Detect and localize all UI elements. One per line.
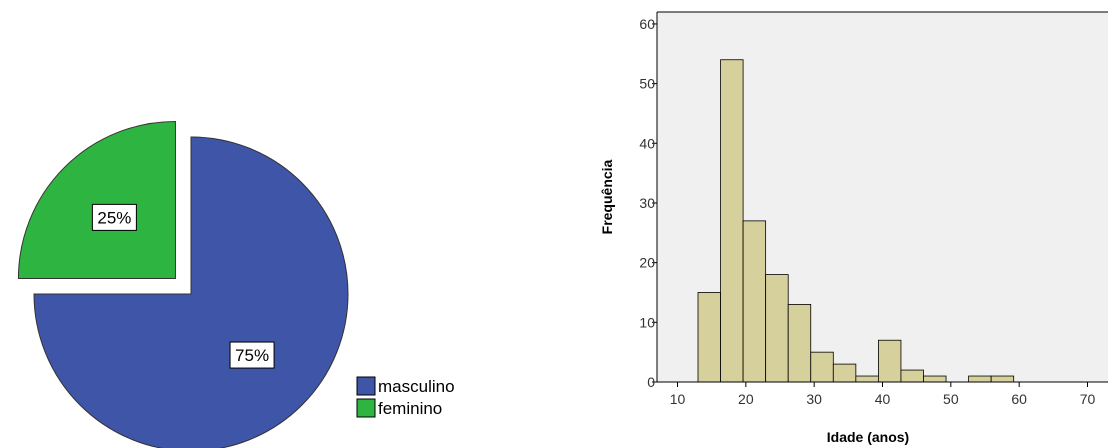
legend-swatch-masculino xyxy=(356,376,376,396)
histogram-bar xyxy=(765,274,789,383)
x-tick-label: 70 xyxy=(1080,391,1096,407)
pie-label-text: 25% xyxy=(97,208,131,227)
gender-pie-chart: 75% 25% masculino feminino xyxy=(17,120,455,448)
y-tick-label: 0 xyxy=(647,374,655,390)
histogram-bar xyxy=(900,369,924,383)
histogram-bars xyxy=(697,59,1015,383)
y-axis-title: Frequência xyxy=(599,159,615,234)
histogram-bar xyxy=(923,375,947,383)
x-tick-label: 30 xyxy=(806,391,822,407)
pie-slice-masculino xyxy=(33,136,349,448)
legend-swatch-feminino xyxy=(356,398,376,418)
histogram-bar xyxy=(810,351,834,383)
y-tick-label: 30 xyxy=(639,195,655,211)
histogram-bar xyxy=(878,339,902,383)
x-tick-label: 40 xyxy=(875,391,891,407)
histogram-bar xyxy=(787,304,812,383)
histogram-bar xyxy=(968,375,992,383)
histogram-bar xyxy=(720,59,744,383)
legend-label-masculino: masculino xyxy=(378,377,455,396)
histogram-bar xyxy=(832,363,857,383)
pie-label-box xyxy=(91,203,137,231)
x-tick-label: 20 xyxy=(738,391,754,407)
pie-legend: masculino feminino xyxy=(356,376,455,418)
histogram-bar xyxy=(742,220,767,383)
x-tick-label: 50 xyxy=(943,391,959,407)
y-tick-label: 20 xyxy=(639,255,655,271)
pie-label-feminino: 25% xyxy=(91,203,137,231)
histogram-bar xyxy=(990,375,1015,383)
legend-label-feminino: feminino xyxy=(378,399,442,418)
histogram-bar xyxy=(855,375,879,383)
x-axis-title: Idade (anos) xyxy=(827,429,909,445)
histogram-bar xyxy=(697,292,721,383)
x-tick-label: 60 xyxy=(1011,391,1027,407)
pie-label-masculino: 75% xyxy=(229,341,275,369)
pie-label-box xyxy=(229,341,275,369)
y-tick-label: 60 xyxy=(639,16,655,32)
y-tick-label: 50 xyxy=(639,76,655,92)
y-ticks: 0 10 20 30 40 50 60 xyxy=(639,16,657,390)
x-ticks: 10 20 30 40 50 60 70 xyxy=(670,382,1096,407)
pie-label-text: 75% xyxy=(235,346,269,365)
x-tick-label: 10 xyxy=(670,391,686,407)
y-tick-label: 40 xyxy=(639,135,655,151)
y-tick-label: 10 xyxy=(639,314,655,330)
pie-slice-feminino xyxy=(17,120,176,279)
